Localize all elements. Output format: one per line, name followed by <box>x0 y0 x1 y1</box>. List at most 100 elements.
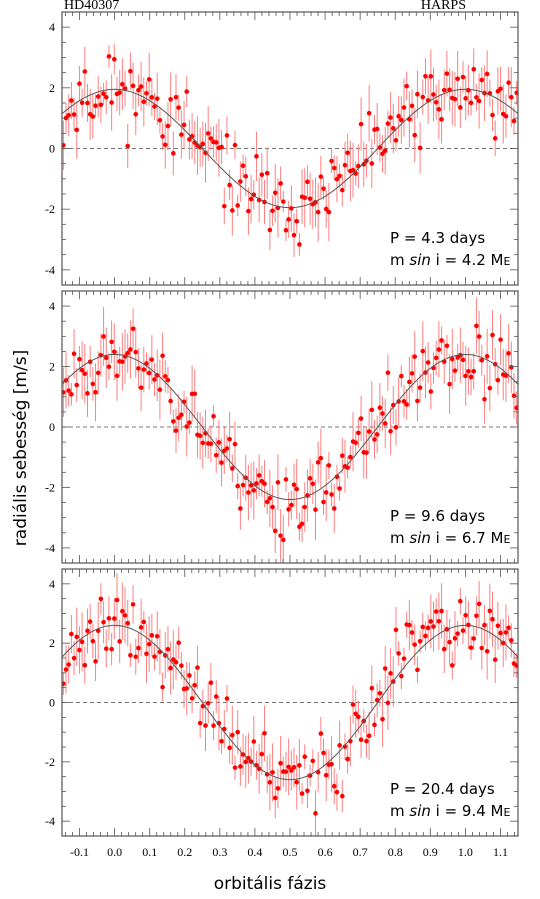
data-point <box>326 209 332 215</box>
data-point <box>152 654 157 659</box>
data-point <box>495 377 501 383</box>
data-point <box>329 761 334 767</box>
data-point <box>160 134 165 139</box>
data-point <box>399 117 404 123</box>
y-tick-label: -2 <box>45 480 55 494</box>
data-point <box>248 196 254 202</box>
data-point <box>484 354 490 359</box>
model-curve <box>61 88 519 209</box>
y-tick-label: 2 <box>49 360 55 374</box>
data-point <box>455 631 460 636</box>
data-point <box>192 682 198 688</box>
data-point <box>120 81 125 87</box>
data-point <box>103 95 109 100</box>
data-point <box>216 440 222 445</box>
data-point <box>452 636 458 641</box>
mass-annotation: m sin i = 9.4 ME <box>390 802 511 820</box>
data-point <box>356 163 361 169</box>
data-point <box>297 242 302 247</box>
mass-unit-sub: E <box>504 255 511 268</box>
y-axis-label: radiális sebesség [m/s] <box>11 350 31 546</box>
x-tick-label: 0.0 <box>107 845 122 859</box>
data-point <box>141 99 147 105</box>
data-point <box>463 96 468 101</box>
data-point <box>297 763 302 768</box>
mass-sin: sin <box>409 802 431 820</box>
data-point <box>141 619 147 625</box>
data-point <box>409 103 415 109</box>
data-point <box>230 732 235 738</box>
data-point <box>184 686 190 691</box>
data-point <box>393 138 399 143</box>
data-point <box>66 112 72 118</box>
data-point <box>508 364 514 370</box>
y-tick-label: 4 <box>49 299 55 313</box>
data-point <box>187 137 192 142</box>
data-point <box>401 105 407 110</box>
period-annotation: P = 9.6 days <box>390 507 485 525</box>
mass-prefix: m <box>390 802 409 820</box>
data-point <box>463 373 468 379</box>
data-point <box>374 432 380 437</box>
data-point <box>441 87 447 93</box>
data-point <box>208 680 214 685</box>
data-point <box>270 770 275 775</box>
data-point <box>162 142 168 148</box>
data-point <box>331 506 337 511</box>
data-point <box>213 452 219 458</box>
data-point <box>246 208 251 214</box>
data-point <box>428 389 434 394</box>
data-point <box>235 483 240 489</box>
data-point <box>460 74 466 80</box>
data-point <box>307 476 313 481</box>
data-point <box>63 667 69 672</box>
data-point <box>278 533 283 538</box>
data-point <box>417 145 423 151</box>
mass-prefix: m <box>390 251 409 269</box>
data-point <box>471 636 477 641</box>
data-point <box>420 624 426 630</box>
data-point <box>321 750 326 756</box>
data-point <box>69 631 74 637</box>
data-point <box>420 348 426 354</box>
data-point <box>506 351 511 356</box>
data-point <box>366 110 372 116</box>
data-point <box>498 337 503 342</box>
data-point <box>93 103 98 109</box>
data-point <box>474 323 479 329</box>
data-point <box>62 142 66 148</box>
data-point <box>85 628 90 634</box>
data-point <box>286 507 291 512</box>
data-point <box>184 89 190 94</box>
data-point <box>82 371 88 377</box>
data-point <box>232 765 238 770</box>
data-point <box>62 390 66 395</box>
data-point <box>71 112 77 117</box>
data-point <box>358 737 364 742</box>
data-point <box>366 429 372 434</box>
data-point <box>508 638 514 643</box>
data-point <box>323 206 329 212</box>
data-point <box>458 598 463 604</box>
data-point <box>425 360 431 365</box>
data-point <box>240 163 246 169</box>
data-point <box>460 357 466 363</box>
data-point <box>219 144 224 150</box>
data-point <box>294 486 300 492</box>
data-point <box>71 351 77 356</box>
data-point <box>380 151 385 156</box>
data-point <box>184 424 190 429</box>
data-point <box>74 127 80 133</box>
data-point <box>444 343 450 349</box>
y-tick-label: -4 <box>45 814 55 828</box>
data-point <box>385 121 391 126</box>
data-point <box>187 673 192 678</box>
data-point <box>436 347 442 352</box>
data-point <box>401 399 407 404</box>
data-point <box>278 760 283 766</box>
data-point <box>455 76 460 82</box>
data-point <box>289 206 294 211</box>
data-point <box>85 100 90 106</box>
x-axis-label: orbitális fázis <box>214 874 327 894</box>
data-points <box>62 44 518 258</box>
